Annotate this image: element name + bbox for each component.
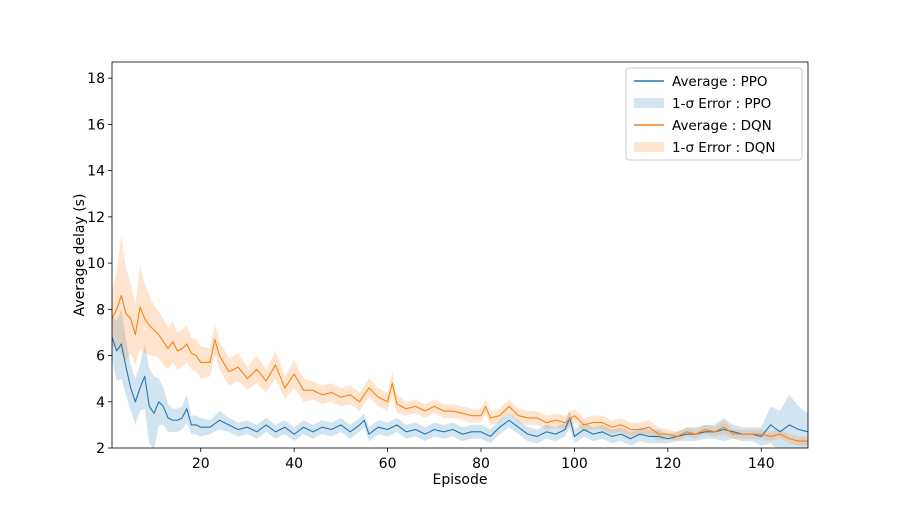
x-axis: 20 40 60 80 100 120 140: [192, 448, 775, 472]
legend-swatch-band-ppo: [634, 98, 664, 108]
plot-area-frame: [111, 61, 809, 449]
y-axis: 2 4 6 8 10 12 14 16 18: [87, 71, 112, 457]
legend-label: 1-σ Error : PPO: [672, 96, 771, 112]
x-tick-label: 100: [561, 456, 588, 472]
x-tick-label: 20: [192, 456, 210, 472]
y-tick-label: 2: [96, 441, 105, 457]
y-tick-label: 14: [87, 164, 105, 180]
y-tick-label: 6: [96, 349, 105, 365]
y-tick-label: 8: [96, 302, 105, 318]
legend-swatch-band-dqn: [634, 142, 664, 152]
y-axis-title: Average delay (s): [72, 194, 88, 317]
series-line-ppo: [112, 336, 808, 440]
x-tick-label: 80: [472, 456, 490, 472]
x-axis-title: Episode: [433, 472, 488, 488]
y-tick-label: 12: [87, 210, 105, 226]
x-tick-label: 60: [379, 456, 397, 472]
y-tick-label: 4: [96, 395, 105, 411]
y-tick-label: 16: [87, 117, 105, 133]
x-tick-label: 120: [654, 456, 681, 472]
y-tick-label: 10: [87, 256, 105, 272]
legend-label: 1-σ Error : DQN: [672, 140, 775, 156]
series-line-dqn: [112, 294, 808, 442]
series-lines: [112, 294, 808, 442]
legend: Average : PPO 1-σ Error : PPO Average : DQ…: [625, 67, 803, 161]
legend-label: Average : DQN: [672, 118, 772, 134]
x-tick-label: 140: [748, 456, 775, 472]
legend-box: [625, 67, 803, 161]
legend-label: Average : PPO: [672, 74, 767, 90]
y-tick-label: 18: [87, 71, 105, 87]
x-tick-label: 40: [285, 456, 303, 472]
error-band-dqn: [112, 235, 808, 446]
